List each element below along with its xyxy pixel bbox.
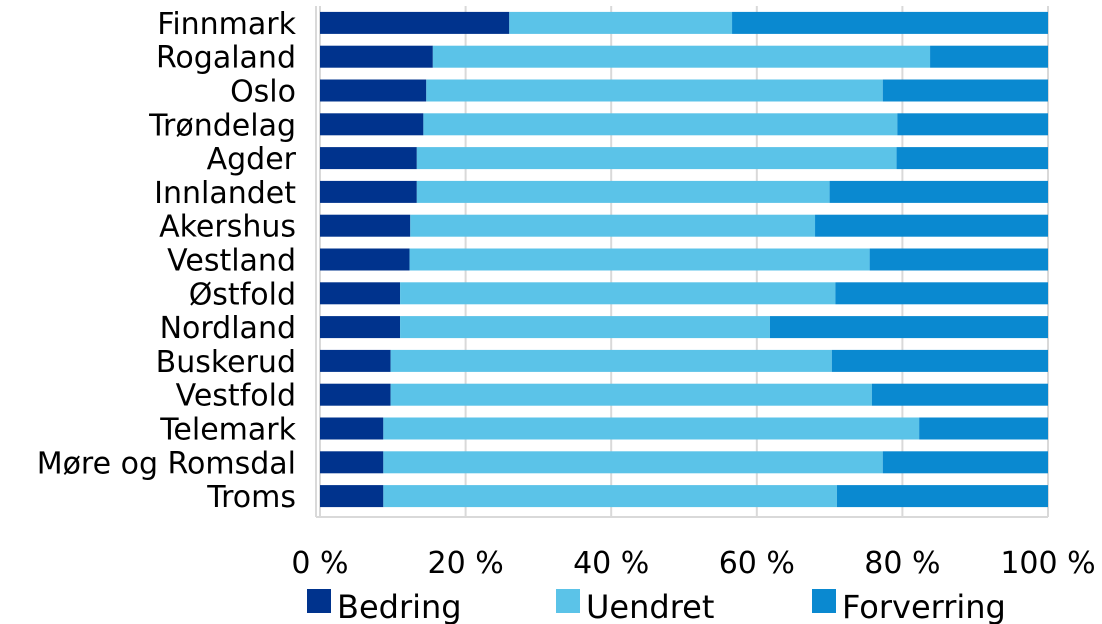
bar-bedring-8 <box>320 282 401 305</box>
category-label: Agder <box>207 142 297 177</box>
category-label: Rogaland <box>156 41 296 76</box>
bar-bedring-11 <box>320 383 391 406</box>
bar-uendret-0 <box>509 11 733 34</box>
bar-uendret-1 <box>432 45 931 68</box>
legend-label-uendret: Uendret <box>586 588 714 624</box>
x-tick-label: 0 % <box>291 546 348 581</box>
category-label: Finnmark <box>157 7 296 42</box>
bar-bedring-2 <box>320 79 427 102</box>
bar-bedring-9 <box>320 316 401 339</box>
x-tick-label: 60 % <box>719 546 795 581</box>
category-labels: FinnmarkRogalandOsloTrøndelagAgderInnlan… <box>37 7 297 515</box>
category-label: Nordland <box>160 311 296 346</box>
category-label: Vestfold <box>176 379 296 414</box>
bars <box>320 11 1048 508</box>
bar-bedring-14 <box>320 485 384 508</box>
bar-forverring-11 <box>871 383 1048 406</box>
bar-uendret-12 <box>383 417 920 440</box>
bar-uendret-14 <box>383 485 837 508</box>
bar-forverring-3 <box>897 113 1048 136</box>
bar-bedring-3 <box>320 113 424 136</box>
legend-swatch-forverring <box>812 589 836 613</box>
bar-uendret-4 <box>416 147 897 170</box>
x-tick-label: 100 % <box>1000 546 1095 581</box>
bar-uendret-3 <box>423 113 898 136</box>
x-tick-label: 80 % <box>864 546 940 581</box>
bar-bedring-12 <box>320 417 384 440</box>
x-tick-label: 20 % <box>427 546 503 581</box>
legend: Bedring Uendret Forverring <box>307 588 1006 624</box>
bar-forverring-12 <box>919 417 1048 440</box>
legend-label-bedring: Bedring <box>337 588 462 624</box>
legend-label-forverring: Forverring <box>842 588 1006 624</box>
bar-bedring-1 <box>320 45 433 68</box>
bar-forverring-4 <box>896 147 1048 170</box>
bar-uendret-9 <box>400 316 770 339</box>
bar-forverring-6 <box>815 214 1048 237</box>
bar-uendret-6 <box>410 214 816 237</box>
x-axis-ticks: 0 % 20 % 40 % 60 % 80 % 100 % <box>291 546 1095 581</box>
bar-forverring-13 <box>882 451 1048 474</box>
category-label: Trøndelag <box>148 108 296 143</box>
bar-forverring-10 <box>831 349 1048 372</box>
legend-swatch-uendret <box>556 589 580 613</box>
bar-forverring-9 <box>769 316 1048 339</box>
bar-bedring-6 <box>320 214 411 237</box>
bar-uendret-8 <box>400 282 836 305</box>
bar-forverring-8 <box>835 282 1048 305</box>
bar-forverring-7 <box>869 248 1048 271</box>
bar-bedring-5 <box>320 180 417 203</box>
bar-forverring-0 <box>732 11 1048 34</box>
category-label: Troms <box>206 480 296 515</box>
bar-bedring-4 <box>320 147 417 170</box>
x-tick-label: 40 % <box>573 546 649 581</box>
category-label: Møre og Romsdal <box>37 446 296 481</box>
bar-forverring-2 <box>882 79 1048 102</box>
bar-uendret-2 <box>426 79 883 102</box>
bar-bedring-7 <box>320 248 410 271</box>
category-label: Østfold <box>189 277 296 312</box>
bar-uendret-7 <box>409 248 870 271</box>
category-label: Akershus <box>159 210 296 245</box>
category-label: Innlandet <box>154 176 296 211</box>
bar-uendret-5 <box>416 180 830 203</box>
legend-swatch-bedring <box>307 589 331 613</box>
bar-forverring-5 <box>829 180 1048 203</box>
category-label: Oslo <box>230 75 296 110</box>
category-label: Telemark <box>159 413 296 448</box>
category-label: Buskerud <box>156 345 296 380</box>
bar-uendret-13 <box>383 451 883 474</box>
bar-bedring-0 <box>320 11 510 34</box>
bar-bedring-10 <box>320 349 391 372</box>
bar-uendret-10 <box>390 349 832 372</box>
bar-forverring-14 <box>836 485 1048 508</box>
category-label: Vestland <box>167 244 296 279</box>
bar-bedring-13 <box>320 451 384 474</box>
bar-uendret-11 <box>390 383 872 406</box>
bar-forverring-1 <box>930 45 1048 68</box>
